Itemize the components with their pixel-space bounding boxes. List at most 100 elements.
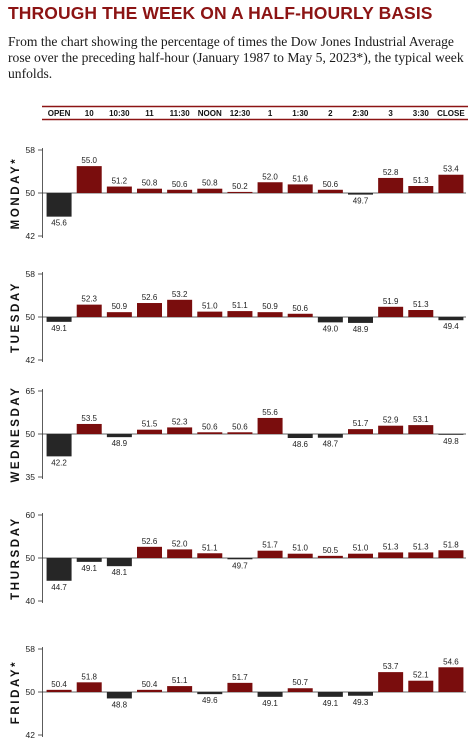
bar <box>137 429 162 434</box>
bar <box>348 429 373 434</box>
data-label: 52.3 <box>81 295 97 304</box>
data-label: 49.4 <box>443 322 459 331</box>
data-label: 50.6 <box>202 422 218 431</box>
bar <box>137 303 162 317</box>
day-panel: FRIDAY* 58 50 42 50.4 51.8 48.8 50.4 51.1 49.6 51.… <box>10 644 466 740</box>
bar <box>106 312 132 317</box>
y-tick-label: 42 <box>26 730 36 740</box>
y-tick-label: 60 <box>26 510 36 520</box>
time-label: CLOSE <box>437 109 465 118</box>
data-label: 52.9 <box>383 416 399 425</box>
y-tick-label: 50 <box>26 687 36 697</box>
data-label: 50.8 <box>142 179 158 188</box>
bar <box>197 188 223 193</box>
bar <box>317 189 343 193</box>
time-label: 2:30 <box>352 109 369 118</box>
bar <box>378 177 404 193</box>
bar <box>348 317 373 323</box>
data-label: 50.2 <box>232 182 248 191</box>
data-label: 51.8 <box>443 540 459 549</box>
data-label: 51.0 <box>353 544 369 553</box>
bar <box>317 434 343 438</box>
data-label: 51.7 <box>262 541 278 550</box>
data-label: 50.7 <box>292 678 308 687</box>
bar <box>227 311 253 317</box>
data-label: 51.1 <box>172 676 188 685</box>
bar <box>76 423 102 434</box>
bar <box>76 558 102 562</box>
data-label: 45.6 <box>51 219 67 228</box>
bar <box>257 692 283 697</box>
bar <box>287 313 313 317</box>
time-label: 11:30 <box>170 109 191 118</box>
data-label: 49.7 <box>232 561 248 570</box>
data-label: 50.5 <box>323 546 339 555</box>
bar <box>76 682 102 692</box>
data-label: 50.6 <box>292 304 308 313</box>
bar <box>348 193 373 195</box>
data-label: 51.5 <box>142 420 158 429</box>
bar <box>287 184 313 193</box>
data-label: 49.3 <box>353 698 369 707</box>
data-label: 50.6 <box>232 422 248 431</box>
bar <box>197 311 223 317</box>
time-label: 3 <box>388 109 393 118</box>
time-header-row: OPEN 10 10:30 11 11:30 NOON 12:30 1 1:30 2 2:30 3 3:… <box>42 105 468 121</box>
bar <box>197 553 223 558</box>
data-label: 52.0 <box>262 172 278 181</box>
data-label: 42.2 <box>51 458 67 467</box>
day-label: WEDNESDAY <box>10 385 22 482</box>
bar <box>227 682 253 692</box>
bar <box>348 692 373 696</box>
bar <box>408 680 434 692</box>
data-label: 53.1 <box>413 415 429 424</box>
y-tick-label: 65 <box>26 386 36 396</box>
bar <box>257 312 283 317</box>
bar <box>257 182 283 193</box>
bar <box>137 546 162 558</box>
data-label: 55.6 <box>262 408 278 417</box>
data-label: 51.9 <box>383 297 399 306</box>
bar <box>438 550 464 558</box>
data-label: 49.1 <box>323 699 339 708</box>
y-tick-label: 50 <box>26 429 36 439</box>
data-label: 51.8 <box>81 672 97 681</box>
data-label: 51.3 <box>413 542 429 551</box>
y-tick-label: 42 <box>26 355 36 365</box>
day-label: THURSDAY <box>10 516 22 600</box>
bar <box>227 432 253 434</box>
bar <box>287 688 313 692</box>
data-label: 51.2 <box>112 177 128 186</box>
y-tick-label: 35 <box>26 472 36 482</box>
bar <box>257 550 283 558</box>
data-label: 49.1 <box>51 324 67 333</box>
chart-subtitle: From the chart showing the percentage of… <box>8 34 464 81</box>
bar <box>76 166 102 193</box>
bar <box>287 434 313 439</box>
data-label: 52.3 <box>172 417 188 426</box>
data-label: 54.6 <box>443 657 459 666</box>
data-label: 51.0 <box>292 544 308 553</box>
time-label: OPEN <box>48 109 71 118</box>
bar <box>408 425 434 434</box>
bar <box>137 689 162 692</box>
data-label: 48.1 <box>112 568 128 577</box>
data-label: 50.6 <box>172 180 188 189</box>
bar <box>167 299 193 317</box>
chart-title: THROUGH THE WEEK ON A HALF-HOURLY BASIS <box>8 3 433 23</box>
data-label: 52.0 <box>172 539 188 548</box>
bar <box>46 689 72 692</box>
bar <box>76 304 102 317</box>
data-label: 49.0 <box>323 324 339 333</box>
data-label: 50.9 <box>112 302 128 311</box>
data-label: 49.7 <box>353 197 369 206</box>
y-tick-label: 58 <box>26 644 36 654</box>
data-label: 52.1 <box>413 671 429 680</box>
bar <box>197 432 223 434</box>
data-label: 53.5 <box>81 414 97 423</box>
time-label: 11 <box>145 109 154 118</box>
data-label: 51.3 <box>413 300 429 309</box>
day-panel: THURSDAY 60 50 40 44.7 49.1 48.1 52.6 52.0 51.1 49… <box>10 510 466 606</box>
bar <box>317 555 343 558</box>
data-label: 49.6 <box>202 696 218 705</box>
